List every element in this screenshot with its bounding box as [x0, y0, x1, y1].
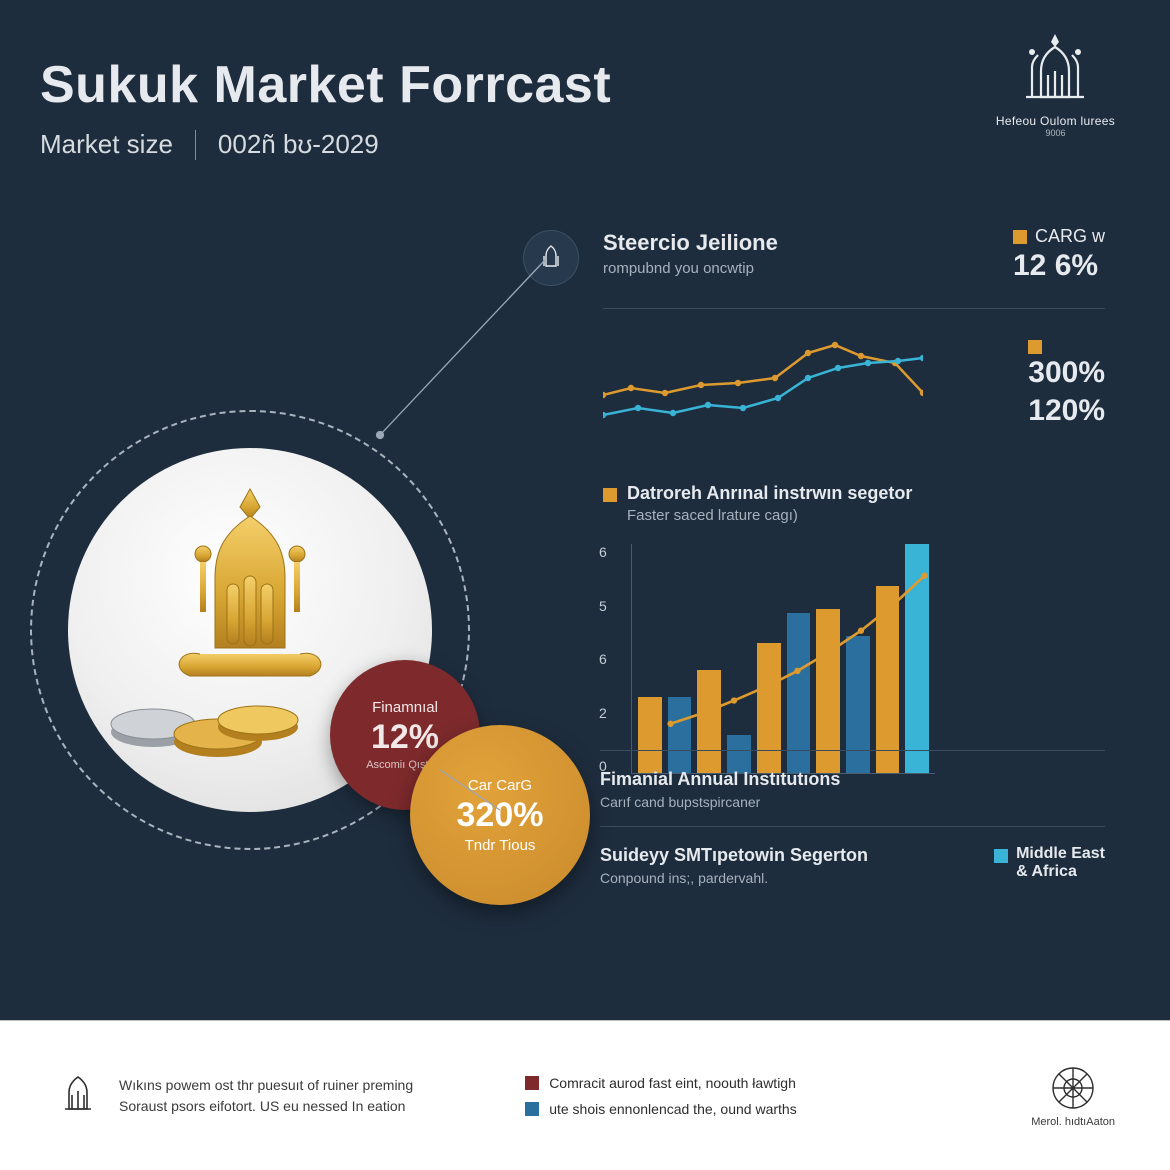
subtitle-row: Market size 002ñ bʊ-2029: [40, 129, 690, 160]
kpi-1-label: CARG w: [1013, 226, 1105, 247]
right-column: Steercio Jeilione rompubnd you oncwtip C…: [515, 230, 1105, 774]
bar-y-axis: 02656: [599, 544, 607, 774]
kpi-1-value: 12 6%: [1013, 249, 1105, 283]
title-block: Sukuk Market Forrcast Market size 002ñ b…: [40, 55, 690, 160]
bar: [905, 544, 929, 773]
line-stat-1-swatch: [1028, 340, 1042, 354]
info-row-1: Fimanial Annual Instıtutıons Carıf cand …: [600, 750, 1105, 826]
page-title: Sukuk Market Forrcast: [40, 55, 690, 115]
footer-left: Wıkıns powem ost thr puesuıt of ruiner p…: [55, 1073, 485, 1119]
bar: [816, 609, 840, 773]
footer-right: Merol. hıdtıAaton: [1031, 1064, 1115, 1128]
bar: [787, 613, 811, 773]
section-1-subtitle: rompubnd you oncwtip: [603, 260, 778, 277]
section-1-icon: [523, 230, 579, 286]
section-1-title: Steercio Jeilione: [603, 230, 778, 256]
section-1-head: Steercio Jeilione rompubnd you oncwtip C…: [515, 230, 1105, 286]
bar-plot-area: [631, 544, 935, 774]
bar-section-head: Datroreh Anrınal instrwın segetor Faster…: [603, 483, 1105, 524]
bar: [876, 586, 900, 773]
subtitle-left: Market size: [40, 129, 173, 160]
bar-subtitle: Faster saced lrature cagı): [627, 507, 912, 524]
line-stat-2: 120%: [1028, 392, 1105, 428]
bars-container: [632, 544, 935, 773]
subtitle-right: 002ñ bʊ-2029: [218, 129, 379, 160]
info-row-2: Suideyy SMTıpetowin Segerton Conpound in…: [600, 826, 1105, 902]
kpi-1-swatch: [1013, 230, 1027, 244]
info-rows: Fimanial Annual Instıtutıons Carıf cand …: [600, 750, 1105, 902]
info-row-2-side: Middle East & Africa: [1016, 845, 1105, 881]
bar-section: Datroreh Anrınal instrwın segetor Faster…: [603, 483, 1105, 774]
line-chart: [603, 323, 925, 433]
gold-ornament-icon: [155, 484, 345, 704]
footer-left-icon: [55, 1073, 101, 1119]
brand-year: 9006: [996, 128, 1115, 138]
footer-right-icon: [1049, 1064, 1097, 1112]
line-stat-1: 300%: [1028, 340, 1105, 390]
info-row-2-swatch: [994, 849, 1008, 863]
footer: Wıkıns powem ost thr puesuıt of ruiner p…: [0, 1020, 1170, 1170]
footer-mid-swatch-1: [525, 1076, 539, 1090]
brand-name: Hefeou Oulom lurees: [996, 114, 1115, 128]
hero-circle: Finamnıal 12% Ascomiı Qıştom: [30, 410, 470, 850]
subtitle-divider: [195, 130, 196, 160]
bar-title: Datroreh Anrınal instrwın segetor: [627, 483, 912, 504]
footer-mid-swatch-2: [525, 1102, 539, 1116]
divider-1: [603, 308, 1105, 309]
bar-chart: 02656: [603, 544, 935, 774]
coins-icon: [108, 672, 308, 762]
mosque-icon: [1008, 30, 1103, 110]
footer-mid: Comracit aurod fast eint, noouth ławtigh…: [525, 1075, 991, 1117]
brand-logo-top: Hefeou Oulom lurees 9006: [996, 30, 1115, 138]
main-panel: Sukuk Market Forrcast Market size 002ñ b…: [0, 0, 1170, 1020]
badge-gold: Car CarG 320% Tndr Tious: [410, 725, 590, 905]
bar-head-swatch: [603, 488, 617, 502]
